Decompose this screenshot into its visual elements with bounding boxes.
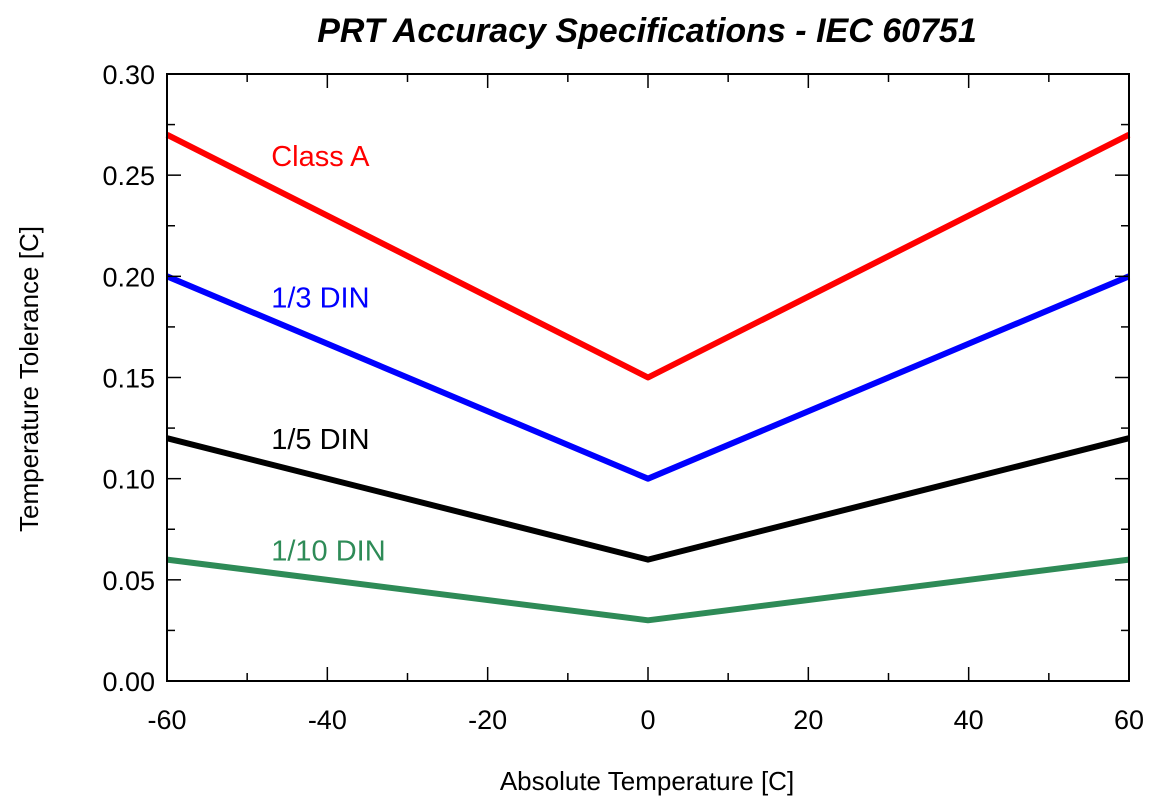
series-line-class-a	[165, 132, 1131, 381]
x-tick-label: 60	[1114, 705, 1144, 735]
y-tick-label: 0.10	[102, 465, 155, 495]
x-axis-label: Absolute Temperature [C]	[500, 766, 794, 796]
y-tick-label: 0.20	[102, 262, 155, 292]
series-label-class-a: Class A	[271, 141, 370, 173]
y-tick-label: 0.25	[102, 161, 155, 191]
x-tick-label: 20	[793, 705, 823, 735]
series-label-1-10-din: 1/10 DIN	[271, 535, 385, 567]
x-tick-label: -40	[308, 705, 347, 735]
y-tick-label: 0.05	[102, 566, 155, 596]
x-tick-label: 40	[954, 705, 984, 735]
series-label-1-5-din: 1/5 DIN	[271, 424, 369, 456]
series-label-1-3-din: 1/3 DIN	[271, 283, 369, 315]
y-axis-label: Temperature Tolerance [C]	[14, 226, 44, 532]
x-tick-label: -20	[468, 705, 507, 735]
series-line-1-3-din	[165, 273, 1131, 482]
series-line-1-5-din	[166, 435, 1130, 563]
y-tick-label: 0.30	[102, 60, 155, 90]
series-line-1-10-din	[166, 556, 1130, 624]
x-tick-label: 0	[640, 705, 655, 735]
plot-frame	[166, 73, 1130, 682]
x-tick-label: -60	[147, 705, 186, 735]
plot-area: -60 -40 -20 0 20 40 60 0.00 0.05 0.10 0.15 0.20 0.25…	[102, 60, 1144, 735]
y-tick-label: 0.15	[102, 364, 155, 394]
chart-title: PRT Accuracy Specifications - IEC 60751	[317, 12, 977, 50]
y-tick-label: 0.00	[102, 667, 155, 697]
